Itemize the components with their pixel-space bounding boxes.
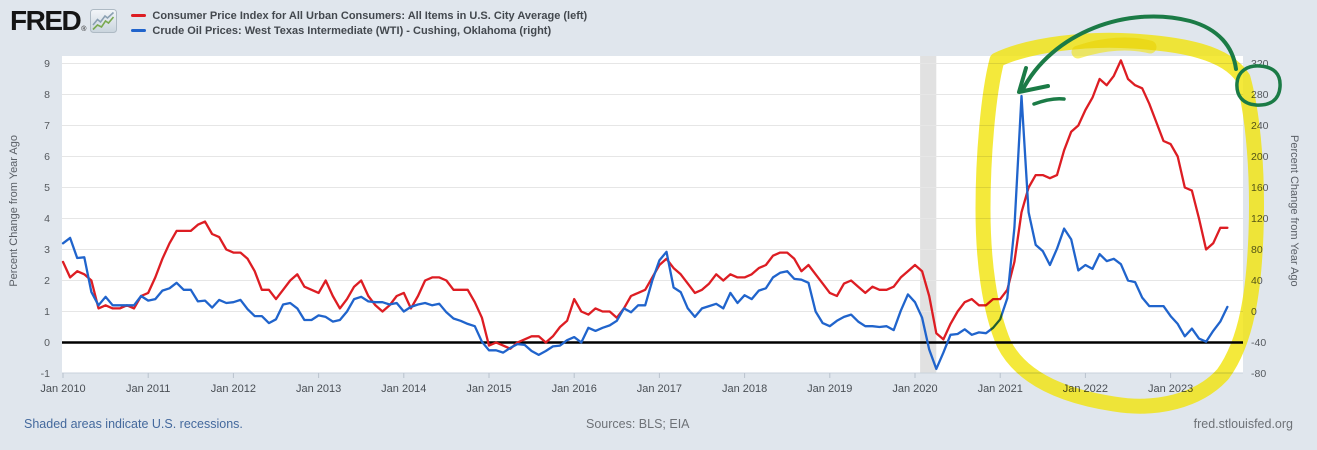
green-arrowhead xyxy=(1017,66,1050,94)
header: FRED ® Consumer Price Index for All Urban… xyxy=(10,6,587,38)
yellow-highlight-loop xyxy=(975,32,1264,414)
series-line-cpi xyxy=(61,59,1229,350)
x-axis-label: Jan 2016 xyxy=(552,383,597,395)
legend-label-wti: Crude Oil Prices: West Texas Intermediat… xyxy=(152,24,552,37)
legend-swatch-cpi-icon xyxy=(131,14,147,17)
left-axis-tick-label: 9 xyxy=(44,58,50,70)
x-axis-label: Jan 2013 xyxy=(296,383,341,395)
left-axis-tick-label: -1 xyxy=(41,368,50,380)
x-axis-label: Jan 2015 xyxy=(466,383,511,395)
right-axis-title: Percent Change from Year Ago xyxy=(1288,135,1300,287)
registered-mark-icon: ® xyxy=(81,26,87,33)
fred-logo-text: FRED xyxy=(10,5,82,36)
green-arrow-curve xyxy=(1020,14,1238,93)
right-axis-tick-label: -80 xyxy=(1251,368,1266,380)
left-axis-tick-label: 2 xyxy=(44,275,50,287)
x-axis-label: Jan 2020 xyxy=(892,383,937,395)
legend-item-cpi[interactable]: Consumer Price Index for All Urban Consu… xyxy=(131,8,587,23)
x-axis-label: Jan 2010 xyxy=(40,383,85,395)
legend-item-wti[interactable]: Crude Oil Prices: West Texas Intermediat… xyxy=(131,23,587,38)
left-axis-tick-label: 6 xyxy=(44,151,50,163)
left-axis-tick-label: 7 xyxy=(44,120,50,132)
right-axis-tick-label: -40 xyxy=(1251,337,1266,349)
fred-logo-chart-icon xyxy=(90,9,118,33)
plot-area xyxy=(62,56,1243,373)
legend-swatch-wti-icon xyxy=(131,29,147,32)
left-axis-title: Percent Change from Year Ago xyxy=(8,135,20,287)
left-axis-tick-label: 4 xyxy=(44,213,50,225)
left-axis-tick-label: 1 xyxy=(44,306,50,318)
recession-band xyxy=(920,56,937,373)
x-axis-label: Jan 2021 xyxy=(978,383,1023,395)
x-axis-label: Jan 2014 xyxy=(381,383,426,395)
left-axis-tick-label: 0 xyxy=(44,337,50,349)
x-axis-label: Jan 2012 xyxy=(211,383,256,395)
green-arrowhead-flick xyxy=(1032,97,1066,106)
right-axis-tick-label: 280 xyxy=(1251,89,1269,101)
site-link[interactable]: fred.stlouisfed.org xyxy=(1193,417,1293,431)
left-axis-tick-label: 8 xyxy=(44,89,50,101)
left-axis-tick-label: 5 xyxy=(44,182,50,194)
fred-logo[interactable]: FRED ® xyxy=(10,5,118,36)
x-axis-label: Jan 2018 xyxy=(722,383,767,395)
green-circle-around-280 xyxy=(1235,64,1282,107)
sources-text: Sources: BLS; EIA xyxy=(586,417,690,431)
legend: Consumer Price Index for All Urban Consu… xyxy=(131,6,587,38)
x-axis-label: Jan 2017 xyxy=(637,383,682,395)
left-axis-tick-label: 3 xyxy=(44,244,50,256)
recession-note-link[interactable]: Shaded areas indicate U.S. recessions. xyxy=(24,417,243,431)
series-line-wti xyxy=(61,94,1229,371)
legend-label-cpi: Consumer Price Index for All Urban Consu… xyxy=(152,9,588,22)
x-axis-label: Jan 2019 xyxy=(807,383,852,395)
x-axis-label: Jan 2011 xyxy=(126,383,170,395)
yellow-highlight-overlap-stroke xyxy=(1071,37,1157,59)
